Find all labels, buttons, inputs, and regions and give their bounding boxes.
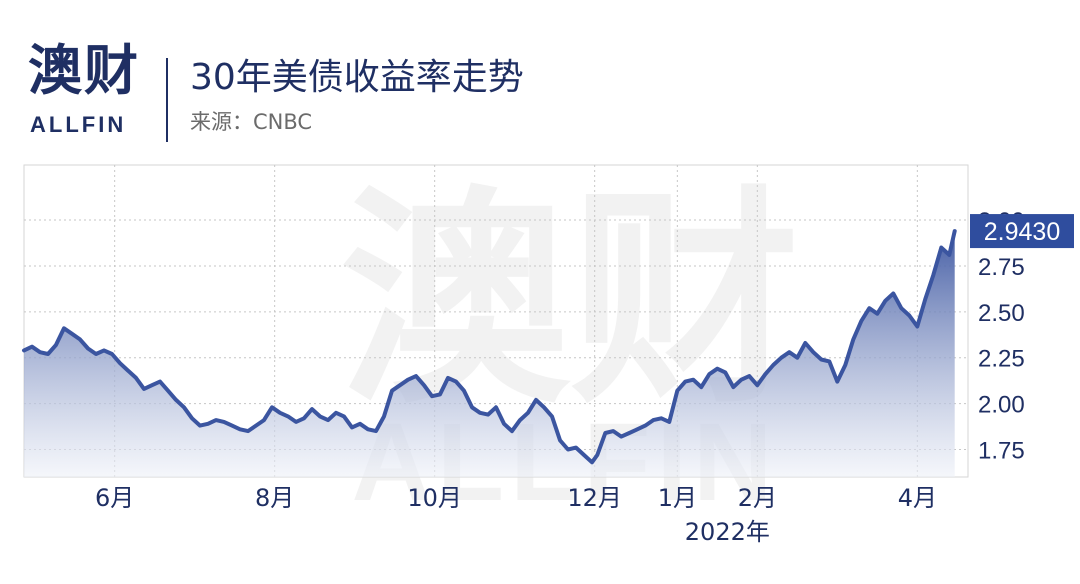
x-year-label: 2022年	[685, 518, 770, 546]
y-tick-label: 2.50	[978, 300, 1025, 327]
x-tick-label: 4月	[898, 484, 937, 512]
source-text: 来源：CNBC	[190, 110, 313, 134]
y-tick-label: 2.00	[978, 392, 1025, 419]
y-tick-label: 1.75	[978, 437, 1025, 464]
x-tick-label: 1月	[658, 484, 697, 512]
last-value-label: 2.9430	[984, 218, 1060, 246]
brand-logo-en: ALLFIN	[30, 112, 127, 137]
last-value-badge	[970, 214, 1074, 249]
x-tick-label: 10月	[407, 484, 462, 512]
x-tick-label: 8月	[255, 484, 294, 512]
yield-line	[22, 229, 957, 465]
x-tick-label: 12月	[567, 484, 622, 512]
brand-logo-cn: 澳财	[28, 39, 140, 102]
x-axis: 6月 8月 10月 12月 1月 2月 4月 2022年	[95, 484, 937, 546]
y-tick-label: 2.25	[978, 346, 1025, 373]
page-title: 30年美债收益率走势	[190, 57, 524, 98]
y-tick-label: 2.75	[978, 254, 1025, 281]
yield-area	[24, 231, 955, 477]
x-tick-label: 2月	[738, 484, 777, 512]
x-tick-label: 6月	[95, 484, 134, 512]
header-divider	[166, 58, 168, 142]
